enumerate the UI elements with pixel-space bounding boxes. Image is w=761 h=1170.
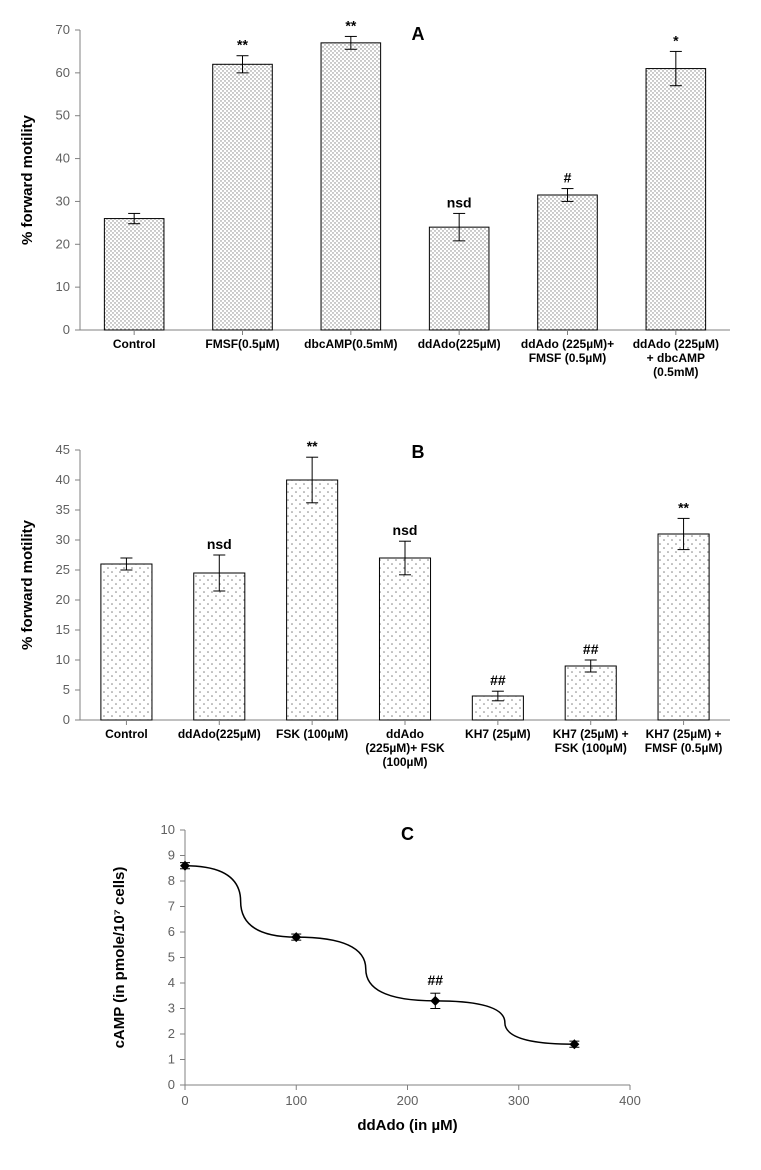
y-tick-label: 10 — [56, 652, 70, 667]
significance-label: ** — [678, 499, 689, 515]
significance-label: ** — [345, 17, 356, 33]
bar — [379, 558, 430, 720]
y-tick-label: 2 — [168, 1026, 175, 1041]
y-axis-title: % forward motility — [19, 519, 36, 650]
category-label: ddAdo(225µM) — [178, 727, 261, 741]
y-tick-label: 9 — [168, 848, 175, 863]
panel-b-chart: 0 5 10 15 20 25 30 35 40 45 % forward motility B Con… — [10, 430, 750, 790]
significance-label: * — [673, 32, 679, 48]
y-tick-label: 40 — [56, 151, 70, 166]
category-label: (0.5mM) — [653, 365, 698, 379]
x-tick-label: 0 — [181, 1093, 188, 1108]
y-axis-title: cAMP (in pmole/10⁷ cells) — [111, 867, 128, 1049]
y-tick-label: 30 — [56, 532, 70, 547]
bar — [646, 69, 706, 330]
panel-label-b: B — [412, 442, 425, 462]
significance-label: nsd — [447, 194, 472, 210]
y-tick-label: 45 — [56, 442, 70, 457]
panel-label-a: A — [412, 24, 425, 44]
bar — [104, 219, 164, 330]
bar — [213, 64, 273, 330]
bar — [538, 195, 598, 330]
x-tick-label: 400 — [619, 1093, 641, 1108]
category-label: FMSF(0.5µM) — [205, 337, 279, 351]
panel-a-chart: 0 10 20 30 40 50 60 70 % forward motility A Contro… — [10, 10, 750, 410]
y-tick-label: 0 — [63, 712, 70, 727]
x-tick-label: 300 — [508, 1093, 530, 1108]
category-label: KH7 (25µM) + — [646, 727, 722, 741]
category-label: FMSF (0.5µM) — [529, 351, 607, 365]
significance-label: nsd — [393, 522, 418, 538]
y-tick-label: 20 — [56, 236, 70, 251]
y-tick-label: 15 — [56, 622, 70, 637]
bar — [565, 666, 616, 720]
y-tick-label: 8 — [168, 873, 175, 888]
y-tick-label: 3 — [168, 1001, 175, 1016]
significance-label: ## — [490, 672, 506, 688]
category-label: ddAdo — [386, 727, 424, 741]
bar — [429, 227, 489, 330]
significance-label: # — [564, 170, 572, 186]
category-label: ddAdo (225µM) — [633, 337, 719, 351]
x-axis-title: ddAdo (in µM) — [357, 1117, 457, 1134]
y-tick-label: 35 — [56, 502, 70, 517]
panel-c-container: 0123456789100100200300400cAMP (in pmole/… — [10, 810, 761, 1140]
significance-label: ## — [583, 641, 599, 657]
data-line — [185, 866, 574, 1044]
panel-b-container: 0 5 10 15 20 25 30 35 40 45 % forward motility B Con… — [10, 430, 761, 790]
category-label: KH7 (25µM) — [465, 727, 531, 741]
category-label: (100µM) — [383, 755, 428, 769]
category-label: ddAdo(225µM) — [418, 337, 501, 351]
y-tick-label: 10 — [56, 279, 70, 294]
y-tick-label: 0 — [63, 322, 70, 337]
significance-label: ** — [307, 438, 318, 454]
bar — [194, 573, 245, 720]
panel-a-container: 0 10 20 30 40 50 60 70 % forward motility A Contro… — [10, 10, 761, 410]
y-axis-title: % forward motility — [19, 114, 36, 245]
category-label: dbcAMP(0.5mM) — [304, 337, 397, 351]
x-tick-label: 200 — [397, 1093, 419, 1108]
category-label: Control — [105, 727, 148, 741]
y-tick-label: 70 — [56, 22, 70, 37]
y-tick-label: 25 — [56, 562, 70, 577]
y-tick-label: 1 — [168, 1052, 175, 1067]
y-tick-label: 5 — [63, 682, 70, 697]
panel-c-chart: 0123456789100100200300400cAMP (in pmole/… — [100, 810, 660, 1140]
bar — [101, 564, 152, 720]
bar — [321, 43, 381, 330]
category-label: FSK (100µM) — [276, 727, 348, 741]
y-tick-label: 20 — [56, 592, 70, 607]
x-tick-label: 100 — [285, 1093, 307, 1108]
panel-label-c: C — [401, 824, 414, 844]
significance-label: ** — [237, 37, 248, 53]
y-tick-label: 7 — [168, 899, 175, 914]
significance-label: ## — [428, 972, 444, 988]
y-tick-label: 30 — [56, 193, 70, 208]
category-label: FMSF (0.5µM) — [645, 741, 723, 755]
y-tick-label: 5 — [168, 950, 175, 965]
category-label: FSK (100µM) — [555, 741, 627, 755]
y-tick-label: 0 — [168, 1077, 175, 1092]
y-tick-label: 6 — [168, 924, 175, 939]
category-label: KH7 (25µM) + — [553, 727, 629, 741]
category-label: + dbcAMP — [647, 351, 705, 365]
category-label: (225µM)+ FSK — [365, 741, 445, 755]
y-tick-label: 10 — [161, 822, 175, 837]
category-label: Control — [113, 337, 156, 351]
significance-label: nsd — [207, 536, 232, 552]
bar — [287, 480, 338, 720]
y-tick-label: 40 — [56, 472, 70, 487]
y-tick-label: 60 — [56, 65, 70, 80]
y-tick-label: 50 — [56, 108, 70, 123]
bar — [658, 534, 709, 720]
category-label: ddAdo (225µM)+ — [521, 337, 614, 351]
y-tick-label: 4 — [168, 975, 175, 990]
